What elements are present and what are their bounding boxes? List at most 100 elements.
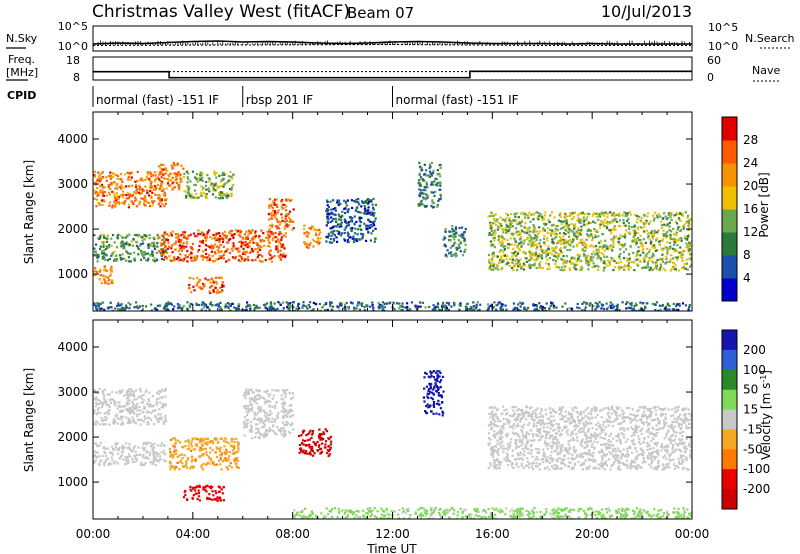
power-cell [229, 170, 232, 174]
power-cell [591, 214, 595, 217]
power-cell [338, 225, 341, 229]
velocity-cell [138, 453, 141, 456]
power-cell [158, 187, 161, 191]
power-cell [164, 202, 167, 205]
power-cell [551, 238, 554, 241]
power-cell [680, 229, 683, 232]
velocity-cell [201, 445, 204, 448]
power-cell [284, 217, 287, 220]
power-cell [338, 232, 341, 235]
power-cell [512, 247, 515, 250]
power-cell [652, 235, 655, 238]
power-cell [134, 234, 137, 237]
power-cell [642, 308, 645, 311]
velocity-cell [211, 490, 214, 493]
velocity-cell [126, 407, 129, 410]
power-cell [151, 174, 154, 177]
power-cell [251, 259, 254, 262]
power-cell [235, 307, 238, 310]
velocity-cell [100, 416, 103, 420]
power-cell [325, 208, 329, 211]
power-cell [281, 309, 284, 311]
power-cell [201, 287, 204, 290]
power-cell [616, 303, 619, 306]
power-cell [668, 235, 671, 238]
power-cell [133, 306, 136, 309]
freq-panel-frame [92, 56, 693, 81]
power-cell [597, 235, 600, 238]
power-cell [436, 205, 439, 208]
power-cell [624, 264, 627, 267]
power-cell [303, 232, 306, 235]
power-cell [327, 232, 330, 235]
power-cell [268, 306, 271, 309]
velocity-cell [118, 457, 121, 460]
power-cell [182, 242, 185, 245]
power-cell [491, 259, 494, 262]
power-cell [119, 242, 122, 245]
power-cell [141, 239, 144, 242]
power-cell [374, 203, 378, 206]
power-cell [639, 241, 642, 244]
power-cell [589, 302, 592, 305]
velocity-cell [277, 389, 280, 392]
power-cell [552, 304, 555, 307]
power-cell [231, 302, 234, 305]
power-cell [572, 238, 575, 241]
power-cell [160, 254, 163, 257]
power-cell [607, 246, 610, 249]
power-cell [497, 235, 500, 238]
power-cell [217, 246, 221, 249]
power-cell [656, 258, 659, 262]
power-cell [431, 183, 434, 186]
power-cell [159, 251, 162, 254]
velocity-cell [180, 453, 183, 456]
power-cell [603, 244, 606, 247]
power-cell [619, 248, 622, 251]
power-cell [636, 263, 639, 266]
power-cell [418, 172, 421, 175]
power-cell [268, 245, 271, 248]
power-cell [628, 211, 631, 214]
velocity-cell [255, 427, 258, 430]
power-cell [599, 257, 602, 260]
power-cell [274, 236, 277, 239]
velocity-cell [173, 450, 176, 453]
power-cell [640, 245, 643, 248]
power-cell [272, 214, 276, 217]
velocity-cell [226, 459, 229, 462]
power-cell [577, 216, 580, 219]
power-cell [172, 259, 175, 262]
power-cell [625, 303, 628, 306]
power-cell [181, 245, 184, 248]
power-cell [639, 234, 642, 237]
velocity-cell [219, 454, 222, 457]
power-cell [223, 250, 227, 253]
power-cell [329, 221, 332, 224]
power-cell [547, 248, 550, 251]
power-cell [127, 260, 131, 263]
power-cell [220, 250, 223, 253]
power-cell [349, 219, 352, 223]
power-cell [154, 188, 157, 191]
velocity-cell [191, 465, 194, 468]
power-cell [146, 259, 149, 262]
power-cell [501, 228, 504, 231]
velocity-cell [96, 451, 99, 454]
power-cell [268, 241, 271, 244]
power-cell [560, 266, 563, 269]
power-cell [180, 307, 183, 310]
power-cell [622, 251, 625, 254]
power-cell [179, 177, 182, 180]
power-cell [125, 304, 128, 307]
power-cell [183, 234, 186, 237]
power-cell [617, 240, 620, 243]
power-cell [277, 220, 280, 223]
velocity-cell [124, 463, 127, 466]
power-cell [666, 223, 669, 226]
power-cell [221, 240, 225, 244]
power-cell [246, 237, 249, 240]
power-cell [444, 237, 447, 240]
velocity-cell [208, 441, 211, 444]
power-cell [101, 257, 104, 260]
